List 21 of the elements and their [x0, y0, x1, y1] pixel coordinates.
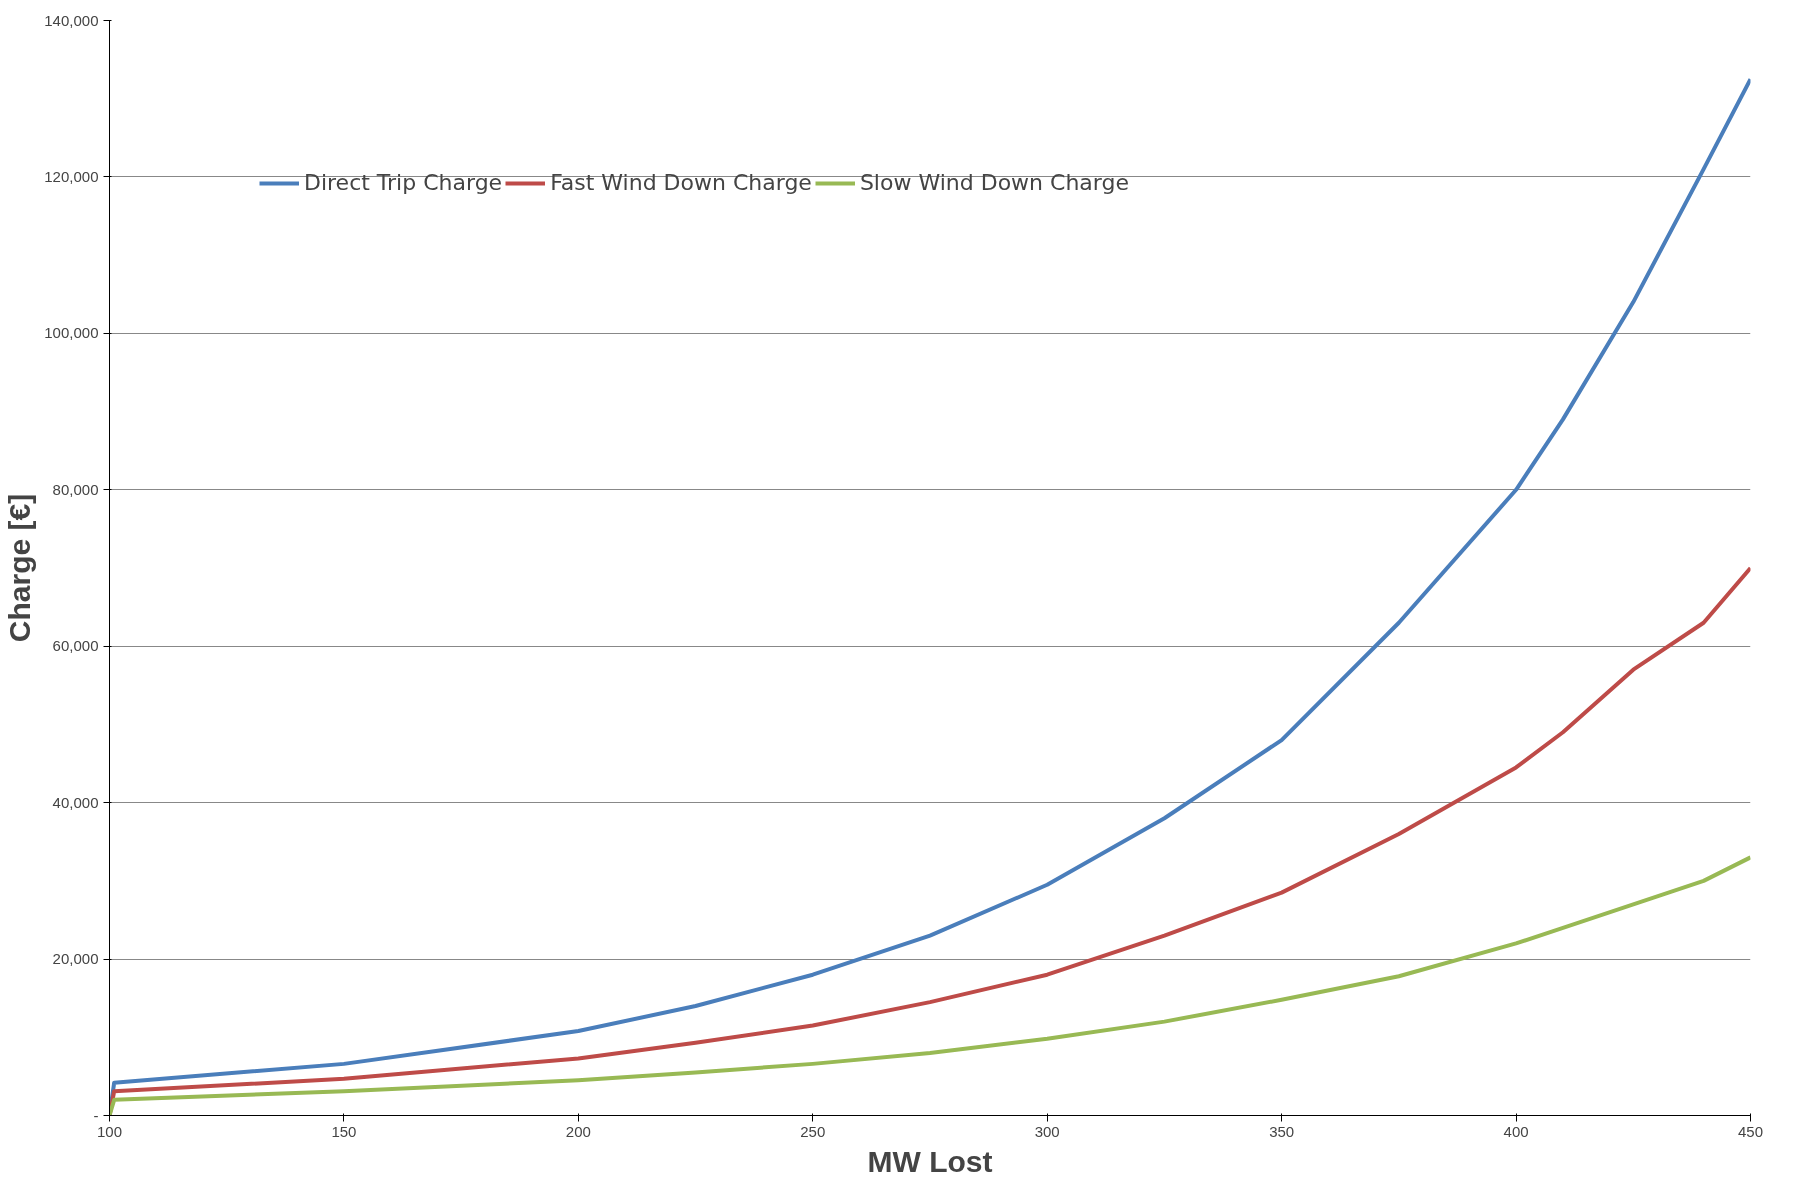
x-tick-label: 450 [1737, 1122, 1764, 1140]
y-tick-label: 100,000 [44, 324, 99, 342]
y-tick-label: 140,000 [44, 11, 99, 29]
y-axis-title: Charge [€] [3, 493, 37, 643]
x-tick-label: 250 [800, 1122, 826, 1140]
legend-label: Slow Wind Down Charge [859, 170, 1129, 195]
x-tick-label: 350 [1269, 1122, 1295, 1140]
x-axis-title: MW Lost [867, 1144, 993, 1178]
y-tick-label: 20,000 [52, 950, 99, 968]
y-tick-label: 80,000 [52, 480, 99, 498]
y-tick-label: 120,000 [44, 167, 99, 185]
x-tick-label: 300 [1034, 1122, 1060, 1140]
y-tick-label: - [93, 1106, 99, 1124]
x-tick-label: 400 [1503, 1122, 1529, 1140]
x-tick-label: 100 [96, 1122, 123, 1140]
legend-label: Direct Trip Charge [304, 170, 503, 195]
x-tick-label: 200 [565, 1122, 591, 1140]
x-tick-label: 150 [331, 1122, 357, 1140]
y-tick-label: 40,000 [52, 793, 99, 811]
y-tick-label: 60,000 [52, 637, 99, 655]
legend-label: Fast Wind Down Charge [550, 170, 812, 195]
